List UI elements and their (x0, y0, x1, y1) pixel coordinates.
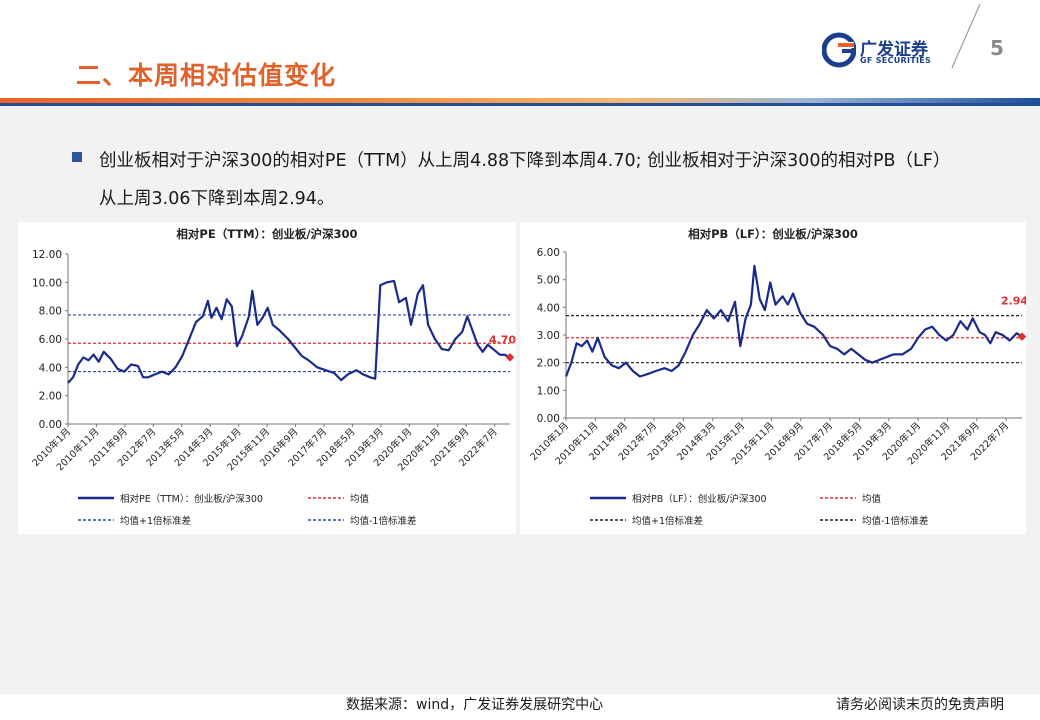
gf-logo-icon (822, 32, 856, 68)
last-point-marker (1017, 332, 1027, 341)
summary-text: 创业板相对于沪深300的相对PE（TTM）从上周4.88下降到本周4.70; 创… (99, 151, 951, 209)
legend-series-label: 相对PB（LF）：创业板/沪深300 (632, 493, 767, 505)
header-band-blue (0, 103, 1040, 106)
page-title: 二、本周相对估值变化 (76, 61, 337, 90)
legend-minus-1sd-label: 均值-1倍标准差 (350, 515, 416, 527)
chart-relative-pe-svg: 相对PE（TTM）：创业板/沪深300 0.00 2.00 4.00 6.00 8.00 1… (30, 227, 517, 527)
legend-minus-1sd-label: 均值-1倍标准差 (862, 515, 928, 527)
y-tick-label: 6.00 (537, 247, 560, 259)
chart-relative-pb: 相对PB（LF）：创业板/沪深300 0.00 1.00 2.00 3.00 4.00 5.… (520, 222, 1029, 534)
header-divider-slash (951, 3, 981, 69)
last-value-label: 2.94 (1001, 295, 1026, 308)
chart-title: 相对PE（TTM）：创业板/沪深300 (176, 227, 357, 241)
last-point-marker (505, 353, 515, 362)
footer-disclaimer: 请务必阅读末页的免责声明 (836, 697, 1004, 713)
y-tick-label: 5.00 (537, 275, 560, 287)
series-line (67, 279, 511, 384)
y-tick-label: 2.00 (537, 358, 560, 370)
chart-relative-pe: 相对PE（TTM）：创业板/沪深300 0.00 2.00 4.00 6.00 8.00 1… (18, 222, 516, 534)
chart-relative-pb-svg: 相对PB（LF）：创业板/沪深300 0.00 1.00 2.00 3.00 4.00 5.… (528, 227, 1029, 527)
y-tick-label: 1.00 (537, 385, 560, 397)
footer-source: 数据来源：wind，广发证券发展研究中心 (346, 697, 604, 713)
y-tick-label: 4.00 (39, 362, 62, 374)
slide-header: 二、本周相对估值变化 广发证券 GF SECURITIES 5 (0, 0, 1040, 108)
y-tick-label: 10.00 (32, 277, 62, 289)
legend-series-label: 相对PE（TTM）：创业板/沪深300 (120, 493, 263, 505)
legend-mean-label: 均值 (862, 493, 882, 505)
page-number: 5 (990, 36, 1004, 60)
gf-securities-logo: 广发证券 GF SECURITIES (822, 32, 952, 72)
y-tick-label: 8.00 (39, 306, 62, 318)
y-tick-label: 12.00 (32, 249, 62, 261)
last-value-label: 4.70 (489, 333, 516, 346)
logo-text-en: GF SECURITIES (860, 56, 932, 65)
header-band-gradient (0, 98, 1040, 103)
legend-mean-label: 均值 (350, 493, 370, 505)
series-line (564, 264, 1023, 378)
y-tick-label: 0.00 (39, 419, 62, 431)
y-tick-label: 0.00 (537, 413, 560, 425)
logo-text-cn: 广发证券 (860, 40, 928, 60)
bullet-square-icon (72, 152, 82, 162)
legend-plus-1sd-label: 均值+1倍标准差 (632, 515, 703, 527)
y-tick-label: 3.00 (537, 330, 560, 342)
y-tick-label: 4.00 (537, 302, 560, 314)
chart-title: 相对PB（LF）：创业板/沪深300 (688, 227, 858, 241)
y-tick-label: 2.00 (39, 391, 62, 403)
y-tick-label: 6.00 (39, 334, 62, 346)
legend-plus-1sd-label: 均值+1倍标准差 (120, 515, 191, 527)
